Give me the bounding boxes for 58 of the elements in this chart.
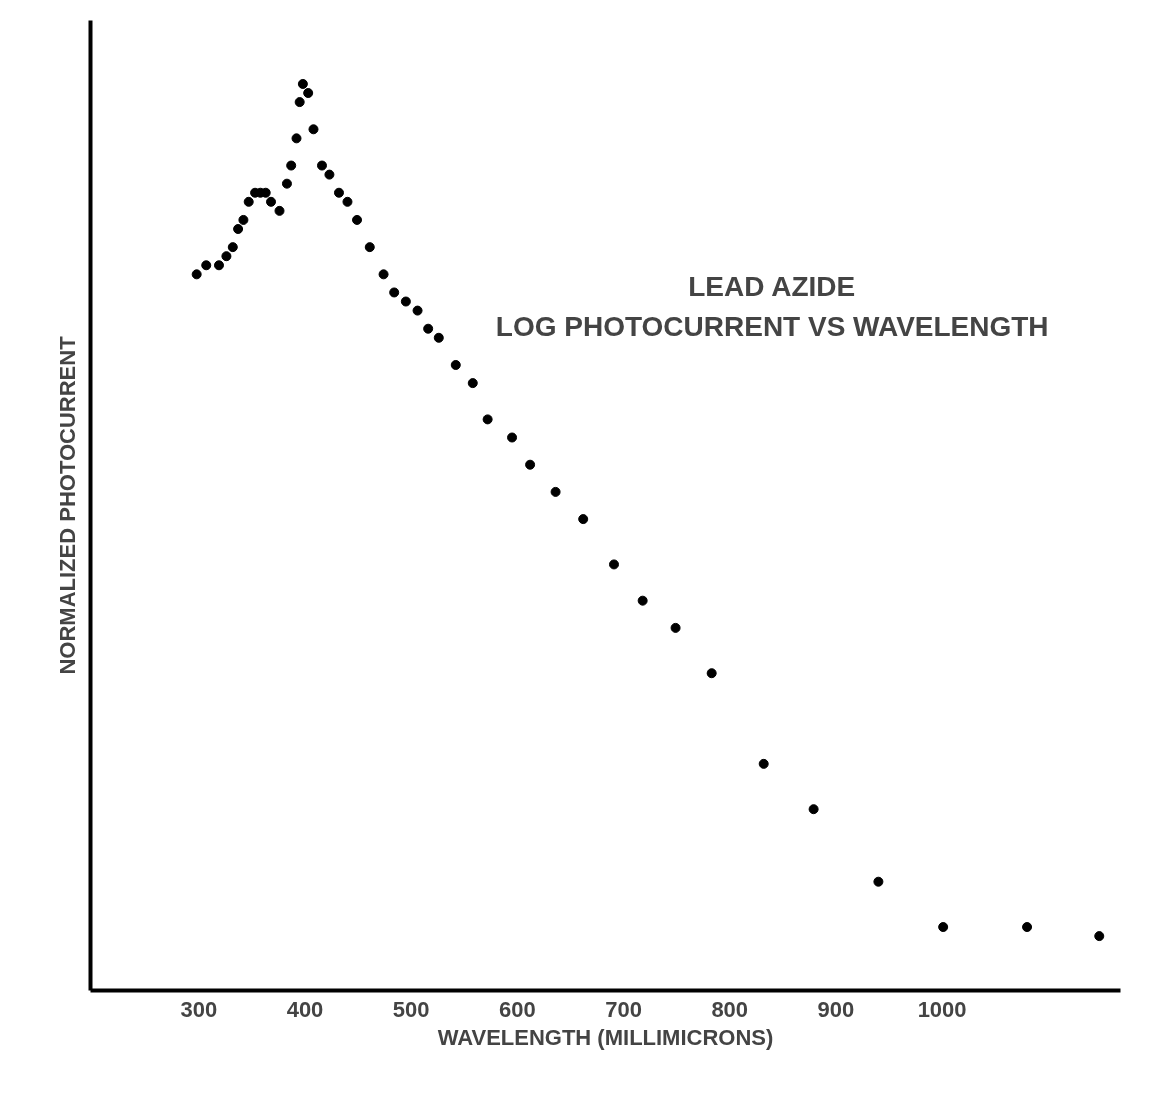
point [670, 622, 681, 633]
point [706, 668, 717, 679]
x-tick-label: 300 [180, 996, 218, 1022]
point [412, 305, 423, 316]
point [808, 804, 819, 815]
point [938, 922, 949, 933]
point [578, 514, 589, 525]
x-tick-label: 800 [711, 996, 749, 1022]
point [608, 559, 619, 570]
point [238, 214, 249, 225]
point [291, 133, 302, 144]
point [316, 160, 327, 171]
y-axis-title: NORMALIZED PHOTOCURRENT [54, 335, 80, 675]
point [303, 88, 314, 99]
point [233, 224, 244, 234]
point [400, 296, 411, 307]
x-tick-label: 600 [499, 996, 536, 1022]
point [467, 378, 478, 389]
x-tick-label: 1000 [917, 996, 967, 1022]
point [324, 169, 335, 180]
point [243, 196, 254, 207]
point [482, 414, 493, 425]
point [433, 332, 444, 343]
x-tick-label: 900 [817, 996, 855, 1022]
point [450, 359, 461, 370]
point [389, 287, 400, 298]
point [423, 323, 434, 334]
point [525, 459, 536, 470]
point [221, 251, 232, 262]
point [637, 595, 648, 606]
annotation: LEAD AZIDE [688, 270, 856, 302]
point [873, 876, 884, 887]
point [364, 242, 375, 253]
point [378, 269, 389, 280]
point [352, 214, 363, 225]
point [274, 205, 285, 216]
point [286, 160, 297, 171]
point [507, 432, 518, 443]
point [1094, 931, 1105, 942]
point [308, 124, 319, 135]
point [297, 78, 308, 89]
point [213, 260, 224, 271]
point [550, 486, 561, 497]
x-axis-title: WAVELENGTH (MILLIMICRONS) [437, 1024, 774, 1050]
x-tick-label: 400 [286, 996, 324, 1022]
point [227, 242, 238, 253]
point [758, 758, 769, 769]
point [266, 196, 277, 207]
point [191, 269, 202, 280]
point [1022, 922, 1033, 933]
x-tick-label: 700 [605, 996, 642, 1022]
point [342, 196, 353, 207]
point [294, 97, 305, 108]
point [201, 260, 212, 271]
point [281, 178, 292, 189]
x-tick-label: 500 [392, 996, 430, 1022]
annotation: LOG PHOTOCURRENT VS WAVELENGTH [495, 311, 1049, 343]
point [333, 187, 344, 198]
